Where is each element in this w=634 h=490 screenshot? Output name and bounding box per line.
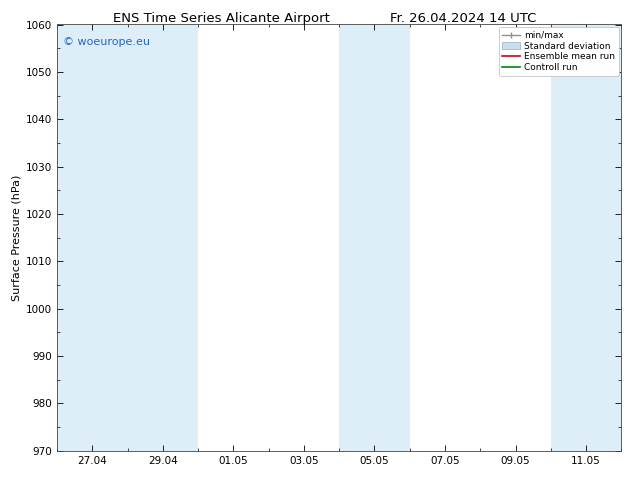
Bar: [551, 24, 621, 451]
Text: ENS Time Series Alicante Airport: ENS Time Series Alicante Airport: [113, 12, 330, 25]
Text: © woeurope.eu: © woeurope.eu: [63, 37, 150, 48]
Text: Fr. 26.04.2024 14 UTC: Fr. 26.04.2024 14 UTC: [390, 12, 536, 25]
Y-axis label: Surface Pressure (hPa): Surface Pressure (hPa): [12, 174, 22, 301]
Bar: [127, 24, 198, 451]
Legend: min/max, Standard deviation, Ensemble mean run, Controll run: min/max, Standard deviation, Ensemble me…: [499, 27, 619, 76]
Bar: [339, 24, 410, 451]
Bar: [57, 24, 127, 451]
